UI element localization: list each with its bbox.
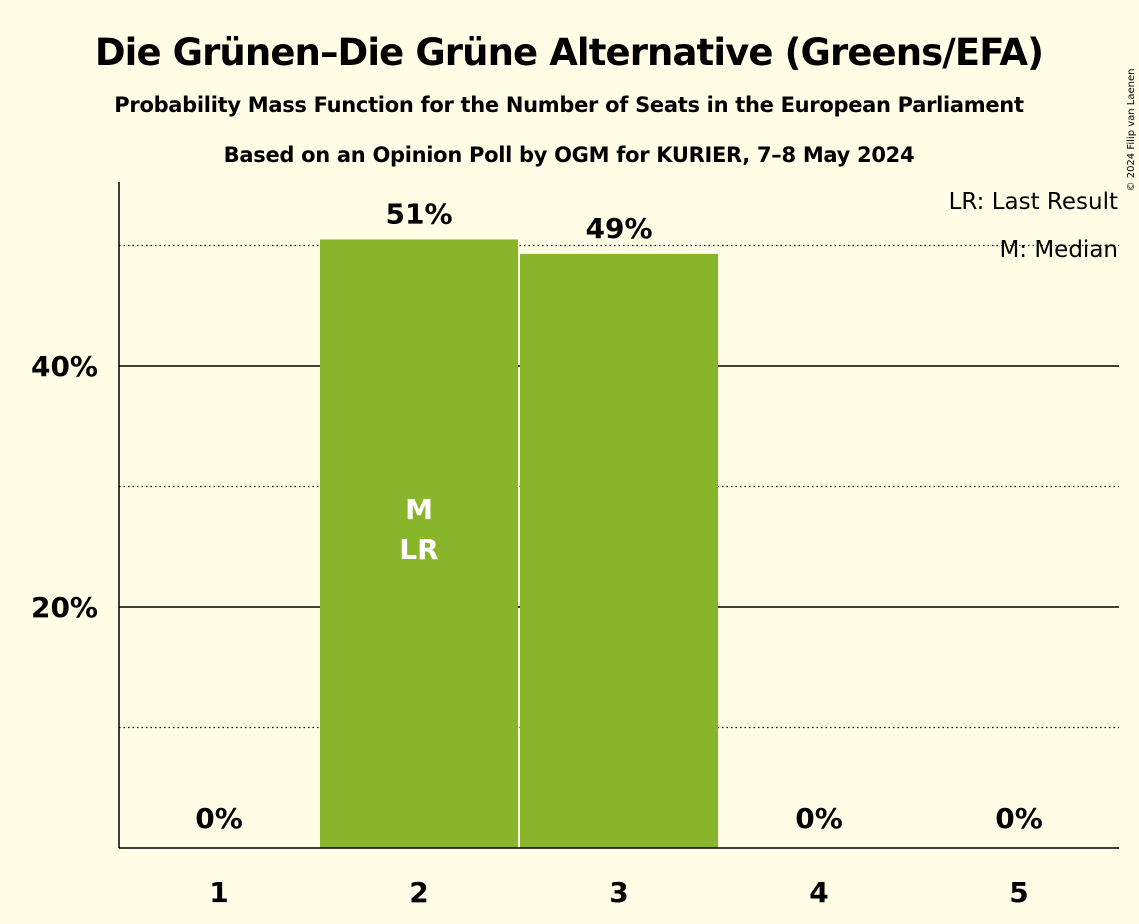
value-label-seat-3: 49% bbox=[585, 212, 652, 245]
bar-seat-3 bbox=[520, 253, 718, 848]
chart-source: Based on an Opinion Poll by OGM for KURI… bbox=[224, 143, 915, 167]
chart-subtitle: Probability Mass Function for the Number… bbox=[114, 93, 1024, 117]
copyright-notice: © 2024 Filip van Laenen bbox=[1126, 69, 1137, 192]
x-tick-label-2: 2 bbox=[409, 876, 428, 909]
y-tick-label: 20% bbox=[31, 591, 98, 624]
bar-seat-2 bbox=[320, 239, 518, 849]
value-label-seat-4: 0% bbox=[795, 802, 843, 835]
legend: LR: Last Result M: Median bbox=[949, 189, 1118, 263]
chart-title: Die Grünen–Die Grüne Alternative (Greens… bbox=[95, 31, 1043, 74]
x-tick-label-1: 1 bbox=[209, 876, 228, 909]
bars bbox=[320, 239, 718, 849]
legend-median: M: Median bbox=[999, 237, 1118, 263]
y-tick-label: 40% bbox=[31, 350, 98, 383]
legend-last-result: LR: Last Result bbox=[949, 189, 1118, 215]
value-label-seat-5: 0% bbox=[995, 802, 1043, 835]
median-marker: M bbox=[405, 493, 433, 526]
x-tick-label-5: 5 bbox=[1009, 876, 1028, 909]
x-tick-label-4: 4 bbox=[809, 876, 828, 909]
last-result-marker: LR bbox=[399, 533, 438, 566]
value-label-seat-2: 51% bbox=[385, 197, 452, 230]
value-label-seat-1: 0% bbox=[195, 802, 243, 835]
x-tick-label-3: 3 bbox=[609, 876, 628, 909]
